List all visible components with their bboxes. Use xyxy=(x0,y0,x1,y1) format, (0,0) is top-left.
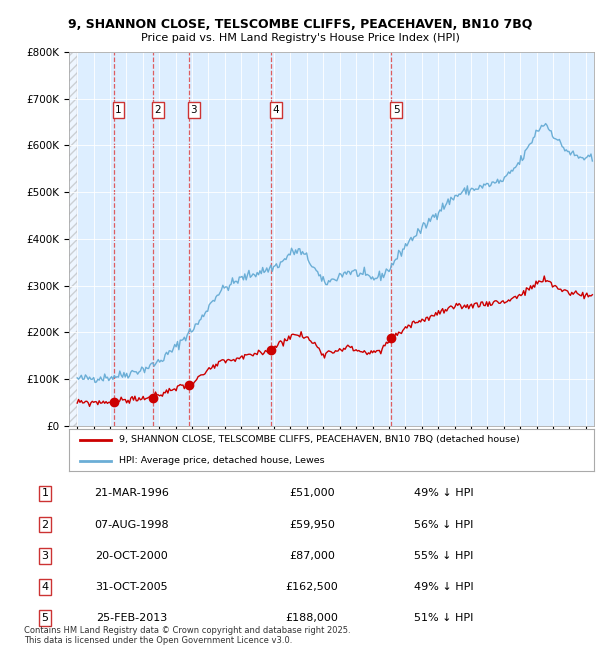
Text: 9, SHANNON CLOSE, TELSCOMBE CLIFFS, PEACEHAVEN, BN10 7BQ: 9, SHANNON CLOSE, TELSCOMBE CLIFFS, PEAC… xyxy=(68,18,532,31)
Text: 5: 5 xyxy=(393,105,400,115)
Text: 5: 5 xyxy=(41,613,49,623)
Text: 1: 1 xyxy=(115,105,122,115)
Text: £188,000: £188,000 xyxy=(286,613,338,623)
Text: 55% ↓ HPI: 55% ↓ HPI xyxy=(415,551,473,561)
Text: 07-AUG-1998: 07-AUG-1998 xyxy=(95,519,169,530)
Bar xyxy=(69,52,77,426)
Text: 2: 2 xyxy=(41,519,49,530)
Text: 31-OCT-2005: 31-OCT-2005 xyxy=(95,582,169,592)
Text: £51,000: £51,000 xyxy=(289,488,335,499)
Text: 25-FEB-2013: 25-FEB-2013 xyxy=(97,613,167,623)
Text: 49% ↓ HPI: 49% ↓ HPI xyxy=(414,488,474,499)
Text: £59,950: £59,950 xyxy=(289,519,335,530)
Text: 4: 4 xyxy=(273,105,280,115)
Text: 49% ↓ HPI: 49% ↓ HPI xyxy=(414,582,474,592)
Text: 56% ↓ HPI: 56% ↓ HPI xyxy=(415,519,473,530)
Text: 4: 4 xyxy=(41,582,49,592)
Text: £162,500: £162,500 xyxy=(286,582,338,592)
Text: 3: 3 xyxy=(190,105,197,115)
Text: HPI: Average price, detached house, Lewes: HPI: Average price, detached house, Lewe… xyxy=(119,456,325,465)
Text: 9, SHANNON CLOSE, TELSCOMBE CLIFFS, PEACEHAVEN, BN10 7BQ (detached house): 9, SHANNON CLOSE, TELSCOMBE CLIFFS, PEAC… xyxy=(119,435,520,444)
Text: 20-OCT-2000: 20-OCT-2000 xyxy=(95,551,169,561)
Text: 21-MAR-1996: 21-MAR-1996 xyxy=(95,488,169,499)
Text: 1: 1 xyxy=(41,488,49,499)
Text: 2: 2 xyxy=(154,105,161,115)
Text: £87,000: £87,000 xyxy=(289,551,335,561)
Text: 3: 3 xyxy=(41,551,49,561)
Text: Contains HM Land Registry data © Crown copyright and database right 2025.
This d: Contains HM Land Registry data © Crown c… xyxy=(24,626,350,645)
Text: Price paid vs. HM Land Registry's House Price Index (HPI): Price paid vs. HM Land Registry's House … xyxy=(140,32,460,43)
Text: 51% ↓ HPI: 51% ↓ HPI xyxy=(415,613,473,623)
